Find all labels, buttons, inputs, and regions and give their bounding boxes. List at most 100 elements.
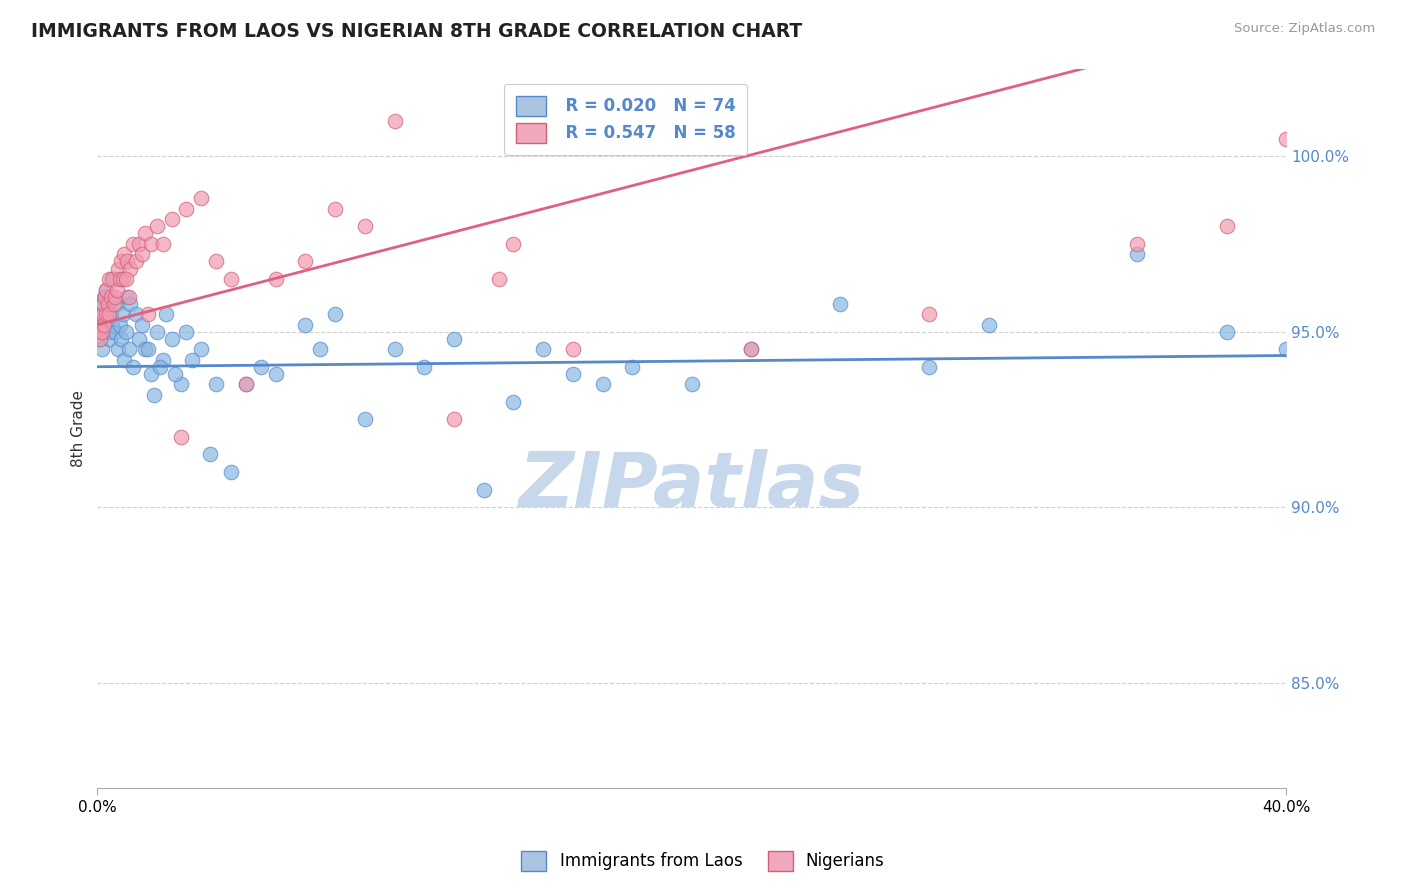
Point — [502, 236, 524, 251]
Point — [98, 325, 121, 339]
Point — [830, 296, 852, 310]
Point — [90, 307, 112, 321]
Point — [205, 254, 228, 268]
Point — [149, 359, 172, 374]
Point — [139, 367, 162, 381]
Point — [323, 202, 346, 216]
Point — [219, 272, 242, 286]
Point — [134, 342, 156, 356]
Point — [294, 318, 316, 332]
Point — [122, 236, 145, 251]
Point — [181, 352, 204, 367]
Point — [443, 412, 465, 426]
Point — [91, 296, 114, 310]
Point — [309, 342, 332, 356]
Point — [112, 247, 135, 261]
Point — [1126, 236, 1149, 251]
Point — [91, 307, 114, 321]
Point — [94, 289, 117, 303]
Point — [139, 236, 162, 251]
Point — [531, 342, 554, 356]
Point — [98, 307, 121, 321]
Point — [100, 289, 122, 303]
Point — [155, 307, 177, 321]
Point — [918, 307, 941, 321]
Point — [118, 261, 141, 276]
Point — [235, 377, 257, 392]
Point — [125, 254, 148, 268]
Point — [176, 325, 198, 339]
Point — [97, 272, 120, 286]
Point — [111, 307, 134, 321]
Point — [96, 296, 118, 310]
Point — [621, 359, 644, 374]
Point — [472, 483, 495, 497]
Y-axis label: 8th Grade: 8th Grade — [72, 390, 86, 467]
Point — [740, 342, 762, 356]
Point — [90, 342, 112, 356]
Point — [1275, 342, 1298, 356]
Point — [918, 359, 941, 374]
Point — [108, 318, 131, 332]
Point — [91, 325, 114, 339]
Point — [190, 191, 212, 205]
Point — [90, 325, 112, 339]
Point — [117, 342, 139, 356]
Point — [134, 227, 156, 241]
Point — [125, 307, 148, 321]
Point — [97, 307, 120, 321]
Point — [93, 318, 115, 332]
Point — [169, 377, 191, 392]
Point — [97, 296, 120, 310]
Point — [200, 447, 222, 461]
Point — [561, 342, 583, 356]
Point — [105, 296, 128, 310]
Point — [163, 367, 186, 381]
Point — [488, 272, 510, 286]
Point — [101, 272, 124, 286]
Point — [89, 332, 111, 346]
Point — [1215, 219, 1237, 234]
Text: Source: ZipAtlas.com: Source: ZipAtlas.com — [1234, 22, 1375, 36]
Point — [561, 367, 583, 381]
Point — [353, 412, 375, 426]
Point — [115, 289, 138, 303]
Point — [96, 283, 118, 297]
Point — [219, 465, 242, 479]
Point — [384, 342, 406, 356]
Point — [114, 272, 136, 286]
Point — [117, 289, 139, 303]
Point — [103, 296, 125, 310]
Point — [131, 247, 153, 261]
Point — [152, 352, 174, 367]
Point — [107, 261, 129, 276]
Point — [108, 272, 131, 286]
Point — [94, 283, 117, 297]
Point — [146, 325, 169, 339]
Point — [323, 307, 346, 321]
Point — [112, 352, 135, 367]
Point — [105, 283, 128, 297]
Point — [101, 318, 124, 332]
Point — [977, 318, 1000, 332]
Point — [110, 254, 132, 268]
Point — [90, 307, 112, 321]
Point — [146, 219, 169, 234]
Point — [160, 212, 183, 227]
Legend: Immigrants from Laos, Nigerians: Immigrants from Laos, Nigerians — [513, 842, 893, 880]
Point — [98, 332, 121, 346]
Point — [160, 332, 183, 346]
Point — [264, 272, 287, 286]
Point — [89, 332, 111, 346]
Point — [128, 332, 150, 346]
Point — [152, 236, 174, 251]
Point — [110, 332, 132, 346]
Point — [104, 325, 127, 339]
Point — [169, 430, 191, 444]
Point — [87, 318, 110, 332]
Point — [89, 318, 111, 332]
Point — [118, 296, 141, 310]
Point — [100, 307, 122, 321]
Point — [115, 254, 138, 268]
Point — [114, 325, 136, 339]
